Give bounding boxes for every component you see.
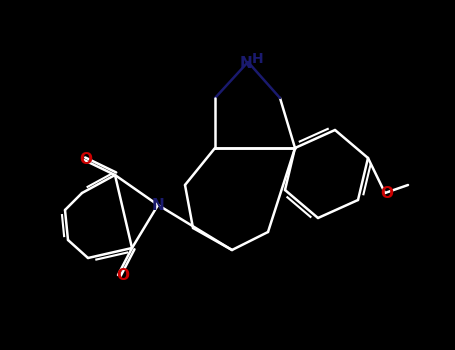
Text: O: O <box>80 153 92 168</box>
Text: O: O <box>380 186 394 201</box>
Text: H: H <box>252 52 264 66</box>
Text: O: O <box>116 267 130 282</box>
Text: N: N <box>240 56 253 71</box>
Text: N: N <box>152 197 164 212</box>
